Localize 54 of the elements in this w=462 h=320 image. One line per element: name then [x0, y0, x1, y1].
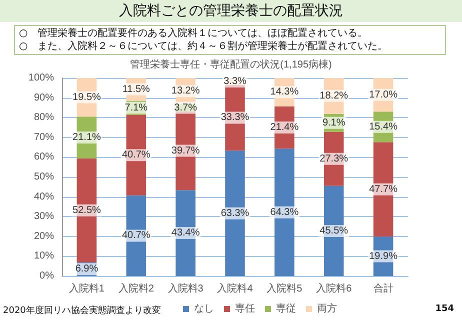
data-label: 14.3%: [270, 86, 299, 98]
chart-title: 入院料ごとの管理栄養士の配置状況: [0, 0, 462, 22]
data-label: 47.7%: [369, 184, 398, 195]
data-label: 64.3%: [270, 206, 299, 218]
data-label: 3.7%: [174, 102, 198, 114]
x-tick-label: 入院料2: [118, 282, 154, 294]
text: 2020年度回リハ協会実態調査より改変: [3, 304, 161, 317]
text: 154: [435, 304, 454, 314]
data-label: 45.5%: [320, 225, 348, 236]
y-tick-label: 60%: [34, 152, 54, 163]
y-tick-label: 90%: [34, 92, 54, 104]
x-tick-label: 入院料3: [168, 282, 204, 294]
y-tick-label: 30%: [34, 211, 54, 222]
y-tick-label: 20%: [34, 230, 54, 242]
data-label: 9.1%: [322, 117, 346, 128]
data-label: 40.7%: [122, 230, 150, 242]
x-tick-label: 入院料4: [217, 282, 254, 294]
y-tick-label: 0%: [40, 270, 54, 282]
data-label: 63.3%: [220, 208, 250, 219]
data-label: 17.0%: [369, 89, 398, 100]
y-tick-label: 40%: [34, 191, 54, 202]
y-tick-label: 50%: [34, 172, 54, 182]
x-tick-label: 入院料1: [68, 282, 105, 294]
data-label: 27.3%: [320, 153, 348, 164]
data-label: 43.4%: [171, 228, 200, 239]
data-label: 13.2%: [171, 86, 200, 97]
text: ○ 管理栄養士の配置要件のある入院料１については、ほぼ配置されている。: [19, 27, 369, 40]
data-label: 11.5%: [122, 84, 150, 95]
data-label: 21.4%: [270, 122, 299, 133]
y-tick-label: 100%: [28, 72, 54, 84]
data-label: 40.7%: [122, 150, 150, 161]
y-tick-label: 70%: [34, 132, 54, 143]
data-label: 6.9%: [75, 264, 98, 275]
text: ○ また、入院料２～６については、約４～６割が管理栄養士が配置されていた。: [19, 40, 389, 53]
x-tick-label: 合計: [373, 282, 394, 294]
data-label: 18.2%: [320, 90, 348, 102]
data-label: 7.1%: [124, 102, 148, 114]
x-tick-label: 入院料6: [316, 282, 352, 294]
legend-label: 専任: [235, 302, 255, 314]
data-label: 19.5%: [72, 92, 101, 103]
data-label: 15.4%: [369, 121, 398, 132]
data-label: 33.3%: [220, 112, 250, 124]
chart-subtitle: 管理栄養士専任・専従配置の状況(1,195病棟): [130, 58, 332, 70]
y-tick-label: 80%: [34, 112, 54, 124]
legend-label: 両方: [317, 302, 337, 314]
data-label: 3.3%: [224, 76, 247, 87]
data-label: 39.7%: [171, 145, 200, 156]
legend-label: 専従: [276, 302, 296, 314]
data-label: 52.5%: [72, 204, 101, 216]
y-tick-label: 10%: [34, 250, 54, 262]
x-tick-label: 入院料5: [266, 282, 303, 294]
data-label: 19.9%: [369, 250, 398, 262]
data-label: 21.1%: [72, 132, 101, 143]
legend-label: なし: [194, 304, 214, 314]
